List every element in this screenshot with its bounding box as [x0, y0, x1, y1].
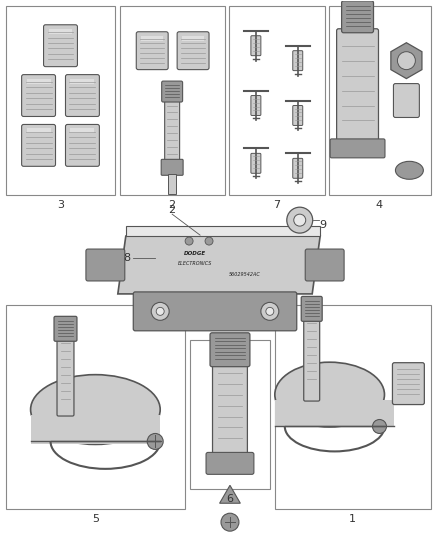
- Bar: [229, 6, 325, 195]
- Text: 7: 7: [273, 200, 280, 210]
- FancyBboxPatch shape: [21, 75, 56, 117]
- Polygon shape: [118, 236, 320, 294]
- Bar: [275, 400, 395, 427]
- Polygon shape: [126, 226, 320, 236]
- Circle shape: [156, 308, 164, 316]
- FancyBboxPatch shape: [305, 249, 344, 281]
- Circle shape: [151, 302, 169, 320]
- Bar: [168, 174, 176, 194]
- FancyBboxPatch shape: [165, 99, 180, 167]
- FancyBboxPatch shape: [57, 338, 74, 416]
- Bar: [6, 6, 115, 195]
- FancyBboxPatch shape: [293, 106, 303, 125]
- FancyBboxPatch shape: [212, 362, 247, 457]
- FancyBboxPatch shape: [86, 249, 125, 281]
- Bar: [71, 128, 95, 133]
- Text: 4: 4: [376, 200, 383, 210]
- Text: 3: 3: [57, 200, 64, 210]
- FancyBboxPatch shape: [133, 292, 297, 331]
- Text: 6: 6: [226, 494, 233, 504]
- FancyBboxPatch shape: [293, 158, 303, 178]
- Text: 56029542AC: 56029542AC: [229, 272, 261, 278]
- Circle shape: [221, 513, 239, 531]
- Bar: [71, 78, 95, 84]
- FancyBboxPatch shape: [161, 159, 183, 175]
- FancyBboxPatch shape: [66, 75, 99, 117]
- Text: 8: 8: [123, 253, 130, 263]
- FancyBboxPatch shape: [342, 1, 374, 33]
- Bar: [328, 6, 431, 195]
- Circle shape: [185, 237, 193, 245]
- Bar: [27, 78, 50, 84]
- Bar: [27, 128, 50, 133]
- Circle shape: [205, 237, 213, 245]
- FancyBboxPatch shape: [251, 154, 261, 173]
- Ellipse shape: [31, 375, 160, 445]
- Circle shape: [397, 52, 415, 70]
- Bar: [182, 36, 204, 41]
- FancyBboxPatch shape: [210, 333, 250, 367]
- FancyBboxPatch shape: [251, 36, 261, 55]
- Bar: [49, 29, 72, 34]
- Circle shape: [261, 302, 279, 320]
- Text: 9: 9: [320, 220, 327, 230]
- FancyBboxPatch shape: [206, 453, 254, 474]
- FancyBboxPatch shape: [136, 32, 168, 70]
- Bar: [275, 305, 431, 509]
- Circle shape: [294, 214, 306, 226]
- FancyBboxPatch shape: [251, 95, 261, 116]
- FancyBboxPatch shape: [43, 25, 78, 67]
- FancyBboxPatch shape: [293, 51, 303, 71]
- Circle shape: [372, 419, 386, 433]
- Text: 2: 2: [169, 200, 176, 210]
- Text: DODGE: DODGE: [184, 251, 206, 255]
- Bar: [190, 340, 270, 489]
- Ellipse shape: [396, 161, 424, 179]
- FancyBboxPatch shape: [54, 317, 77, 341]
- FancyBboxPatch shape: [301, 296, 322, 321]
- Ellipse shape: [275, 362, 385, 427]
- FancyBboxPatch shape: [392, 362, 424, 405]
- Bar: [31, 415, 160, 445]
- FancyBboxPatch shape: [304, 318, 320, 401]
- FancyBboxPatch shape: [330, 139, 385, 158]
- Circle shape: [266, 308, 274, 316]
- Text: 1: 1: [349, 514, 356, 524]
- FancyBboxPatch shape: [177, 32, 209, 70]
- Polygon shape: [391, 43, 422, 78]
- Text: ELECTRONICS: ELECTRONICS: [178, 261, 212, 265]
- Bar: [141, 36, 163, 41]
- FancyBboxPatch shape: [21, 124, 56, 166]
- FancyBboxPatch shape: [337, 29, 378, 142]
- Text: 2: 2: [169, 205, 176, 215]
- Bar: [120, 6, 225, 195]
- Bar: [6, 305, 185, 509]
- Text: 5: 5: [92, 514, 99, 524]
- FancyBboxPatch shape: [393, 84, 419, 117]
- Circle shape: [287, 207, 313, 233]
- FancyBboxPatch shape: [66, 124, 99, 166]
- FancyBboxPatch shape: [162, 81, 183, 102]
- Circle shape: [147, 433, 163, 449]
